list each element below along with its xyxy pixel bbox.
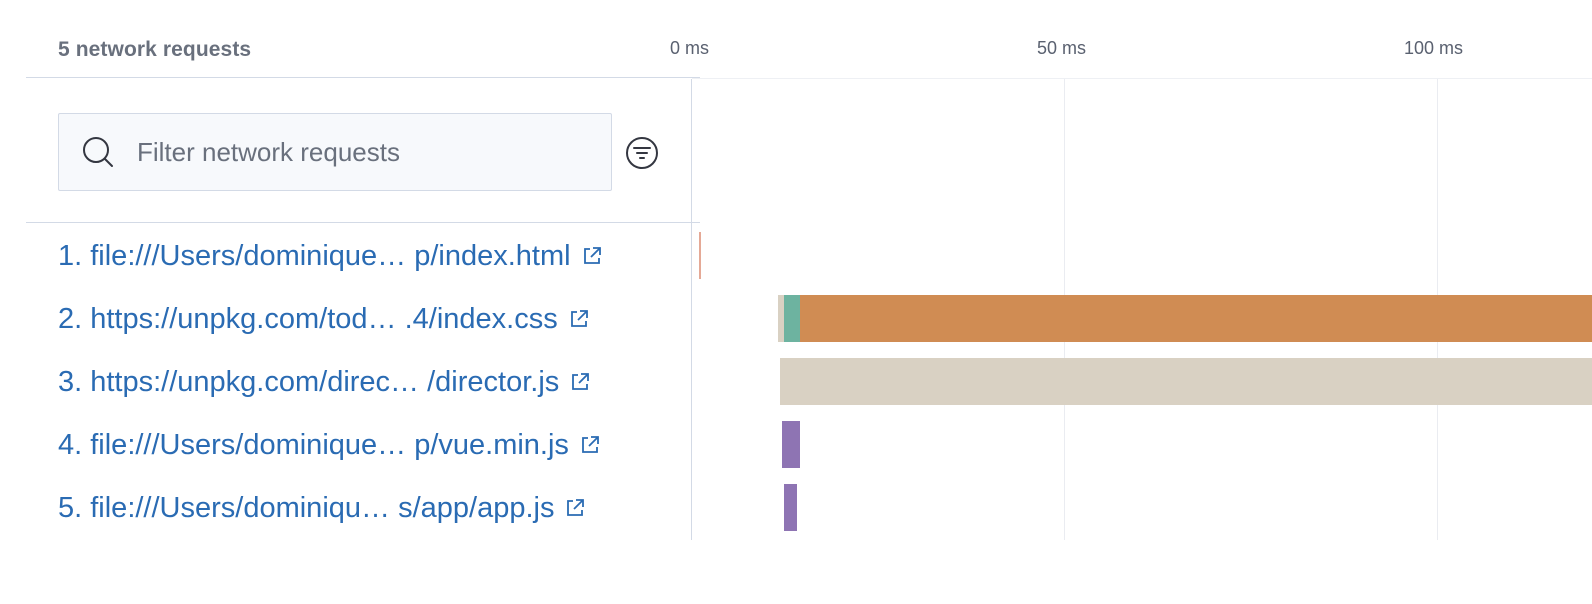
tick-label-0: 0 ms — [670, 38, 710, 58]
request-link-5[interactable]: 5. file:///Users/dominiqu… s/app/app.js — [58, 488, 586, 528]
request-link-2[interactable]: 2. https://unpkg.com/tod… .4/index.css — [58, 299, 590, 339]
request-label: 5. file:///Users/dominiqu… s/app/app.js — [58, 491, 555, 524]
timeline-axis: 0 ms 50 ms 100 ms — [670, 0, 1592, 79]
request-5-bar[interactable] — [784, 484, 797, 531]
search-field[interactable] — [58, 113, 612, 191]
request-4-bar[interactable] — [782, 421, 800, 468]
external-link-icon — [582, 436, 599, 453]
search-icon — [83, 137, 113, 167]
request-label: 4. file:///Users/dominique… p/vue.min.js — [58, 428, 569, 461]
tick-label-50: 50 ms — [1037, 38, 1087, 58]
request-link-1[interactable]: 1. file:///Users/dominique… p/index.html — [58, 236, 603, 276]
external-link-icon — [583, 247, 601, 264]
request-list-panel — [26, 79, 692, 540]
request-link-3[interactable]: 3. https://unpkg.com/direc… /director.js — [58, 362, 591, 402]
request-2-bar-connect[interactable] — [784, 295, 800, 342]
filter-icon[interactable] — [624, 135, 660, 171]
request-label: 1. file:///Users/dominique… p/index.html — [58, 239, 571, 272]
search-input[interactable] — [137, 114, 597, 190]
list-divider — [26, 222, 700, 223]
request-link-4[interactable]: 4. file:///Users/dominique… p/vue.min.js — [58, 425, 601, 465]
external-link-icon — [570, 310, 588, 327]
request-2-bar-download[interactable] — [800, 295, 1592, 342]
request-3-bar[interactable] — [780, 358, 1592, 405]
request-label: 3. https://unpkg.com/direc… /director.js — [58, 365, 560, 398]
request-2-bar-dns[interactable] — [778, 295, 784, 342]
request-1-bar[interactable] — [699, 232, 701, 279]
external-link-icon — [572, 373, 590, 390]
requests-header: 5 network requests — [26, 24, 700, 78]
request-count-title: 5 network requests — [58, 38, 252, 61]
tick-label-100: 100 ms — [1404, 38, 1464, 58]
request-label: 2. https://unpkg.com/tod… .4/index.css — [58, 302, 558, 335]
external-link-icon — [567, 499, 585, 516]
waterfall-chart — [692, 79, 1592, 540]
